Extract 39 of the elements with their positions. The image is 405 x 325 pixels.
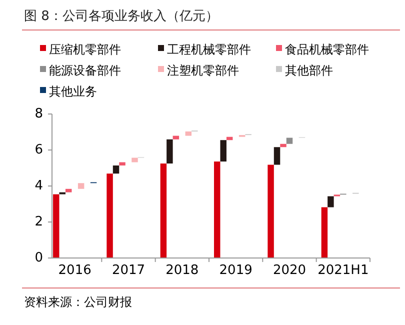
legend-label: 其他部件: [285, 63, 333, 78]
legend-label: 注塑机零部件: [167, 63, 239, 78]
x-tick-label: 2018: [166, 263, 199, 278]
bar: [268, 164, 274, 258]
bar: [106, 174, 113, 258]
y-tick-label: 8: [34, 106, 43, 122]
x-tick-label: 2020: [272, 263, 306, 278]
bar: [65, 188, 72, 192]
bar: [214, 162, 220, 258]
legend-label: 其他业务: [49, 84, 97, 98]
bar: [280, 144, 286, 148]
y-tick-label: 0: [34, 250, 43, 266]
bar: [78, 183, 84, 189]
bar: [328, 196, 334, 208]
bar: [321, 207, 328, 258]
bar: [185, 131, 192, 136]
bar: [220, 140, 226, 162]
bar: [274, 147, 280, 165]
legend-label: 压缩机零部件: [49, 42, 121, 56]
bar: [172, 136, 180, 140]
bar: [132, 158, 138, 162]
legend-label: 食品机械零部件: [285, 42, 369, 56]
bar: [286, 138, 293, 144]
bar: [119, 162, 126, 166]
bar: [112, 165, 120, 174]
text: 资料来源：公司财报: [24, 295, 132, 309]
chart-title: 图 8：公司各项业务收入（亿元）: [24, 9, 218, 24]
x-tick-label: 2019: [219, 263, 252, 278]
bar: [53, 194, 60, 258]
bar: [166, 139, 173, 164]
y-tick-label: 6: [34, 142, 43, 158]
x-tick-label: 2017: [112, 263, 146, 278]
legend-label: 能源设备部件: [49, 63, 121, 78]
y-tick-label: 4: [34, 178, 43, 194]
x-tick-label: 2016: [58, 263, 92, 278]
legend-label: 工程机械零部件: [167, 42, 251, 56]
x-tick-label: 2021H1: [318, 263, 369, 278]
bar: [160, 164, 167, 258]
y-tick-label: 2: [34, 214, 43, 230]
